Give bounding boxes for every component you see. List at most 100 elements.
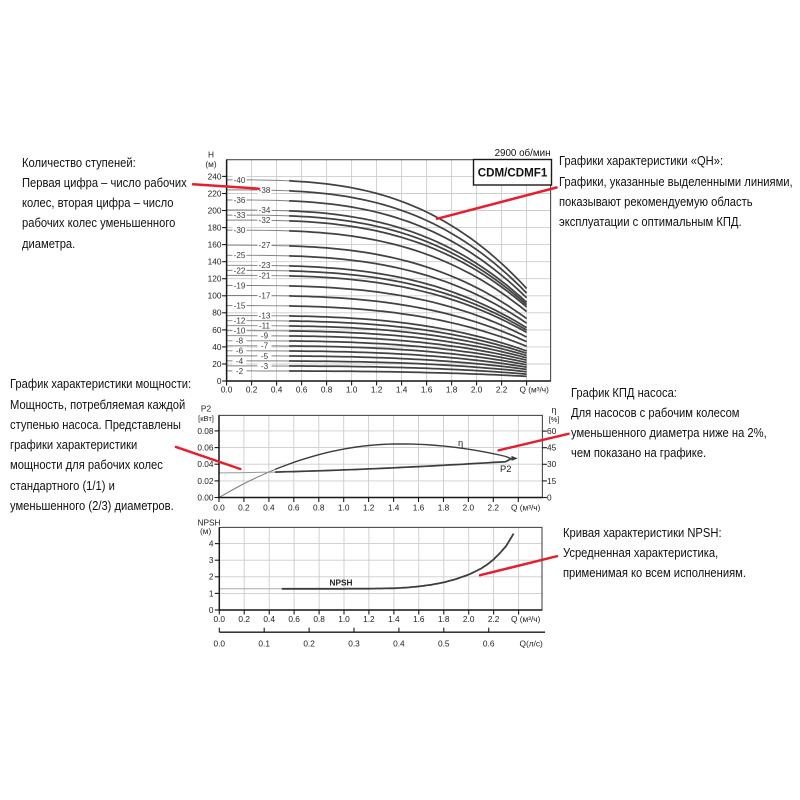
svg-text:0.8: 0.8	[313, 614, 325, 624]
svg-text:1.2: 1.2	[363, 614, 375, 624]
svg-text:160: 160	[208, 240, 222, 250]
svg-text:1.4: 1.4	[388, 503, 400, 513]
svg-text:45: 45	[547, 443, 557, 453]
svg-text:1.8: 1.8	[438, 614, 450, 624]
svg-text:0.08: 0.08	[197, 426, 214, 436]
svg-text:60: 60	[212, 325, 222, 335]
svg-text:0.3: 0.3	[348, 638, 360, 648]
svg-text:-15: -15	[234, 302, 246, 311]
svg-text:1.8: 1.8	[446, 385, 458, 395]
svg-text:0.0: 0.0	[214, 614, 226, 624]
svg-text:40: 40	[212, 342, 222, 352]
svg-text:20: 20	[212, 359, 222, 369]
svg-text:-13: -13	[259, 312, 271, 321]
svg-text:H: H	[208, 150, 214, 160]
svg-text:0.0: 0.0	[213, 503, 225, 513]
svg-text:Q (м³/ч): Q (м³/ч)	[511, 614, 541, 624]
svg-text:0.5: 0.5	[438, 638, 450, 648]
svg-text:-8: -8	[236, 337, 244, 346]
svg-text:Q(л/с): Q(л/с)	[520, 638, 544, 648]
svg-text:1.4: 1.4	[396, 385, 408, 395]
svg-text:CDM/CDMF1: CDM/CDMF1	[478, 167, 548, 180]
svg-text:-36: -36	[234, 196, 246, 205]
svg-text:1.6: 1.6	[413, 614, 425, 624]
svg-text:1.0: 1.0	[338, 614, 350, 624]
svg-text:η: η	[458, 438, 463, 448]
svg-text:2.2: 2.2	[496, 385, 508, 395]
svg-text:-10: -10	[234, 327, 246, 336]
svg-text:-40: -40	[234, 176, 246, 185]
svg-text:-12: -12	[234, 317, 246, 326]
svg-text:0.6: 0.6	[483, 638, 495, 648]
svg-text:-25: -25	[234, 251, 246, 260]
svg-text:-23: -23	[259, 261, 271, 270]
svg-text:-21: -21	[259, 271, 271, 280]
svg-text:200: 200	[208, 205, 222, 215]
svg-text:-32: -32	[259, 216, 271, 225]
svg-text:0.2: 0.2	[238, 614, 250, 624]
svg-text:0: 0	[547, 492, 552, 502]
svg-text:1.6: 1.6	[413, 503, 425, 513]
svg-text:-9: -9	[261, 332, 269, 341]
svg-text:-2: -2	[236, 367, 244, 376]
svg-text:2.0: 2.0	[463, 503, 475, 513]
svg-text:[кВт]: [кВт]	[198, 414, 214, 423]
svg-text:0.2: 0.2	[303, 638, 315, 648]
svg-text:-19: -19	[234, 281, 246, 290]
svg-text:1: 1	[209, 588, 214, 598]
svg-text:(м): (м)	[200, 526, 211, 536]
svg-text:0.8: 0.8	[313, 503, 325, 513]
svg-text:2900 об/мин: 2900 об/мин	[495, 148, 551, 159]
svg-text:2.2: 2.2	[488, 614, 500, 624]
svg-text:0.8: 0.8	[321, 385, 333, 395]
svg-text:220: 220	[208, 188, 222, 198]
svg-text:1.6: 1.6	[421, 385, 433, 395]
svg-text:180: 180	[208, 223, 222, 233]
svg-text:120: 120	[208, 274, 222, 284]
svg-text:0.4: 0.4	[271, 385, 283, 395]
svg-text:-34: -34	[259, 206, 271, 215]
svg-text:-30: -30	[234, 226, 246, 235]
svg-text:NPSH: NPSH	[330, 578, 353, 588]
svg-text:0.0: 0.0	[221, 385, 233, 395]
svg-text:Q (м³/ч): Q (м³/ч)	[520, 385, 550, 395]
svg-text:-6: -6	[236, 347, 244, 356]
svg-text:2.2: 2.2	[488, 503, 500, 513]
svg-text:0.1: 0.1	[258, 638, 270, 648]
svg-text:1.0: 1.0	[346, 385, 358, 395]
svg-text:-3: -3	[261, 362, 269, 371]
svg-text:60: 60	[547, 426, 557, 436]
svg-text:η: η	[552, 405, 557, 415]
svg-text:0.4: 0.4	[263, 503, 275, 513]
svg-text:0.02: 0.02	[197, 476, 214, 486]
svg-text:0.2: 0.2	[246, 385, 258, 395]
svg-text:0.6: 0.6	[296, 385, 308, 395]
svg-text:2: 2	[209, 572, 214, 582]
svg-text:2.0: 2.0	[471, 385, 483, 395]
svg-text:140: 140	[208, 257, 222, 267]
svg-text:-22: -22	[234, 266, 246, 275]
svg-text:100: 100	[208, 291, 222, 301]
svg-text:-17: -17	[259, 291, 271, 300]
svg-text:0.06: 0.06	[197, 442, 214, 452]
svg-text:P2: P2	[500, 464, 511, 474]
svg-text:30: 30	[547, 459, 557, 469]
svg-text:0.00: 0.00	[197, 492, 214, 502]
svg-text:[%]: [%]	[549, 415, 560, 424]
svg-text:Q (м³/ч): Q (м³/ч)	[511, 503, 541, 513]
svg-text:4: 4	[209, 539, 214, 549]
svg-text:0.04: 0.04	[197, 459, 214, 469]
svg-text:0.4: 0.4	[263, 614, 275, 624]
svg-text:15: 15	[547, 476, 557, 486]
svg-text:1.2: 1.2	[363, 503, 375, 513]
svg-text:3: 3	[209, 555, 214, 565]
svg-text:0.6: 0.6	[288, 503, 300, 513]
svg-text:1.4: 1.4	[388, 614, 400, 624]
svg-text:0: 0	[209, 605, 214, 615]
svg-text:P2: P2	[201, 404, 212, 414]
svg-text:0.0: 0.0	[214, 638, 226, 648]
svg-text:-4: -4	[236, 357, 244, 366]
svg-text:1.2: 1.2	[371, 385, 383, 395]
svg-text:0.6: 0.6	[288, 614, 300, 624]
svg-text:-38: -38	[259, 186, 271, 195]
